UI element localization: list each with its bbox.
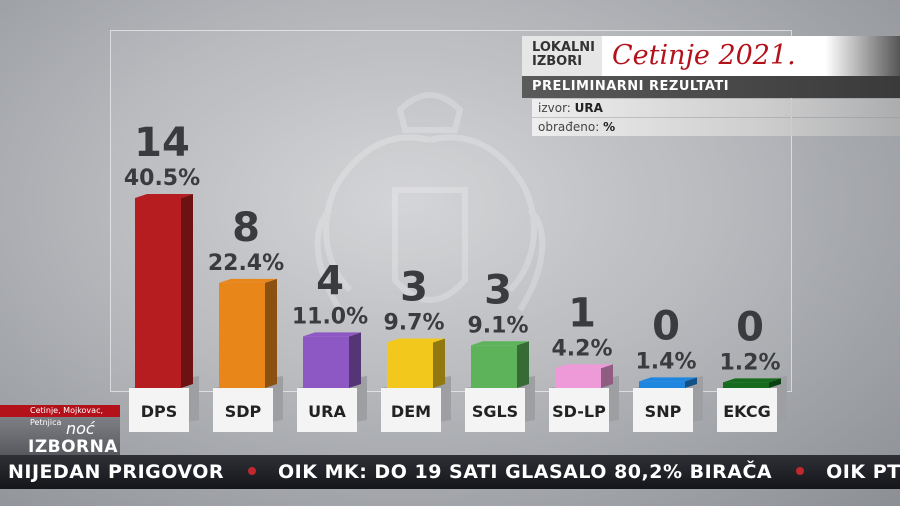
- city-title: Cetinje 2021.: [602, 36, 900, 76]
- bar: [471, 345, 517, 388]
- seat-count-label: 4: [316, 258, 344, 304]
- ticker-item: OIK PT: DO 19 SATI GLASALO: [826, 461, 900, 483]
- seat-count-label: 0: [736, 304, 764, 350]
- bar-side: [769, 378, 781, 388]
- news-ticker: NIJEDAN PRIGOVOR OIK MK: DO 19 SATI GLASA…: [0, 455, 900, 489]
- percent-label: 40.5%: [124, 166, 200, 191]
- source-value: URA: [574, 101, 603, 115]
- processed-label: obrađeno:: [538, 120, 600, 134]
- bar-top: [387, 338, 445, 343]
- label-box: [633, 388, 693, 432]
- bar-top: [723, 378, 781, 383]
- percent-label: 22.4%: [208, 251, 284, 276]
- bar-side: [181, 194, 193, 388]
- bar: [303, 336, 349, 388]
- party-label: DEM: [391, 402, 431, 421]
- label-box: [717, 388, 777, 432]
- label-box: [381, 388, 441, 432]
- election-type-line2: IZBORI: [532, 54, 583, 69]
- seat-count-label: 14: [134, 120, 190, 166]
- bar-top: [639, 377, 697, 382]
- results-header: LOKALNI IZBORI Cetinje 2021. PRELIMINARN…: [522, 36, 900, 136]
- party-label: SGLS: [472, 402, 518, 421]
- seat-count-label: 3: [484, 267, 512, 313]
- processed-row: obrađeno: %: [532, 118, 900, 136]
- seat-count-label: 0: [652, 303, 680, 349]
- bar-side: [349, 332, 361, 388]
- ticker-bullet-icon: [796, 467, 805, 475]
- bar-side: [517, 341, 529, 388]
- processed-value: %: [603, 120, 616, 134]
- election-type-line1: LOKALNI: [532, 40, 596, 55]
- label-box: [297, 388, 357, 432]
- izborna-noc-logo: Cetinje, Mojkovac, Petnjica noć IZBORNA: [0, 405, 120, 457]
- seat-count-label: 3: [400, 264, 428, 310]
- label-box: [465, 388, 525, 432]
- bar: [723, 382, 769, 388]
- bar-top: [303, 332, 361, 337]
- seat-count-label: 1: [568, 290, 596, 336]
- bar-side: [685, 377, 697, 388]
- percent-label: 9.1%: [467, 313, 528, 338]
- election-type-label: LOKALNI IZBORI: [522, 36, 602, 76]
- label-box: [213, 388, 273, 432]
- logo-municipalities: Cetinje, Mojkovac, Petnjica: [0, 405, 120, 427]
- bar-side: [265, 278, 277, 388]
- bar: [135, 198, 181, 388]
- party-label: SNP: [645, 402, 682, 421]
- bar-top: [219, 278, 277, 283]
- logo-word-izborna: IZBORNA: [28, 437, 119, 457]
- party-label: EKCG: [723, 402, 770, 421]
- label-box: [549, 388, 609, 432]
- party-label: DPS: [141, 402, 178, 421]
- bar: [639, 381, 685, 388]
- bar-top: [555, 364, 613, 369]
- source-row: izvor: URA: [532, 99, 900, 117]
- bar-side: [433, 338, 445, 388]
- results-subtitle: PRELIMINARNI REZULTATI: [522, 76, 900, 98]
- percent-label: 1.2%: [719, 350, 780, 375]
- percent-label: 9.7%: [383, 310, 444, 335]
- party-label: SD-LP: [552, 402, 606, 421]
- ticker-item: NIJEDAN PRIGOVOR: [8, 461, 225, 483]
- seat-count-label: 8: [232, 205, 260, 251]
- percent-label: 1.4%: [635, 349, 696, 374]
- ticker-bullet-icon: [248, 467, 257, 475]
- header-title-row: LOKALNI IZBORI Cetinje 2021.: [522, 36, 900, 76]
- bar-top: [135, 194, 193, 198]
- eagle-emblem-icon: [314, 92, 546, 312]
- bar: [219, 282, 265, 388]
- bar: [555, 368, 601, 388]
- party-label: URA: [308, 402, 346, 421]
- party-label: SDP: [225, 402, 262, 421]
- source-label: izvor:: [538, 101, 571, 115]
- ticker-item: OIK MK: DO 19 SATI GLASALO 80,2% BIRAČA: [278, 461, 773, 483]
- bar-top: [471, 341, 529, 346]
- label-box: [129, 388, 189, 432]
- bar: [387, 342, 433, 388]
- percent-label: 4.2%: [551, 336, 612, 361]
- bar-side: [601, 364, 613, 388]
- logo-word-noc: noć: [66, 419, 95, 438]
- percent-label: 11.0%: [292, 304, 368, 329]
